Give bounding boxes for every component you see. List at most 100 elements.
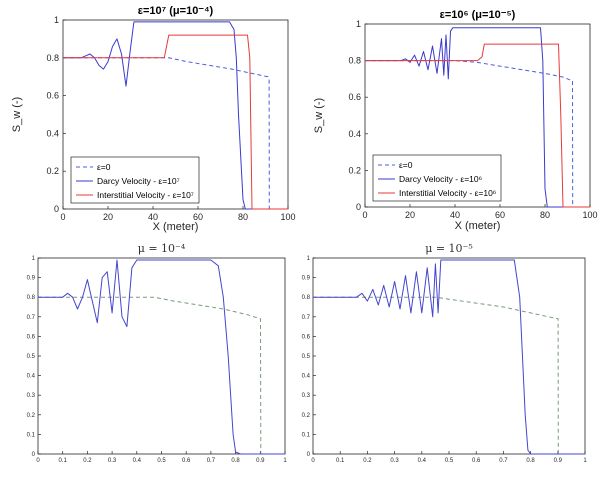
series-line-1 bbox=[313, 259, 585, 455]
x-tick-label: 40 bbox=[148, 212, 158, 222]
y-tick-label: 0 bbox=[307, 452, 311, 458]
y-tick-label: 0 bbox=[54, 204, 59, 214]
y-tick-label: 0.2 bbox=[302, 413, 311, 419]
series-line-0 bbox=[38, 296, 262, 455]
y-tick-label: 0.8 bbox=[302, 295, 311, 301]
y-tick-label: 0.4 bbox=[302, 374, 311, 380]
y-tick-label: 0.3 bbox=[27, 393, 36, 399]
x-tick-label: 100 bbox=[582, 210, 597, 220]
x-tick-label: 20 bbox=[405, 210, 415, 220]
y-tick-label: 0.1 bbox=[302, 432, 311, 438]
y-tick-label: 0 bbox=[356, 202, 361, 212]
y-tick-label: 0.6 bbox=[348, 92, 361, 102]
x-tick-label: 0.5 bbox=[157, 458, 166, 464]
x-tick-label: 0.9 bbox=[554, 458, 563, 464]
x-tick-label: 60 bbox=[495, 210, 505, 220]
plot-frame bbox=[37, 257, 286, 455]
chart-p3: 0 0.1 0.2 0.3 0.4 0.5 0.6 0.7 0.8 0.9 1 0 0.1 0.2 0.3 0… bbox=[27, 242, 288, 464]
legend-entry: ε=0 bbox=[399, 160, 413, 170]
legend-entry: Interstitial Velocity - ε=10⁷ bbox=[97, 190, 194, 200]
y-tick-label: 1 bbox=[32, 256, 36, 262]
x-tick-label: 100 bbox=[280, 212, 295, 222]
x-tick-label: 0.6 bbox=[182, 458, 191, 464]
x-tick-label: 0 bbox=[362, 210, 367, 220]
series-line-1 bbox=[365, 27, 590, 208]
y-tick-label: 0.6 bbox=[302, 334, 311, 340]
y-tick-label: 0.6 bbox=[46, 91, 59, 101]
series-line-2 bbox=[63, 34, 288, 210]
y-axis-label: S_w (-) bbox=[11, 97, 23, 132]
y-tick-label: 0.4 bbox=[46, 128, 59, 138]
y-tick-label: 1 bbox=[356, 19, 361, 29]
series-line-0 bbox=[313, 296, 559, 455]
y-axis-label: S_w (-) bbox=[313, 98, 325, 133]
y-tick-label: 0.9 bbox=[302, 276, 311, 282]
chart-title: μ = 10⁻⁵ bbox=[425, 242, 473, 255]
x-tick-label: 0.6 bbox=[472, 458, 481, 464]
x-tick-label: 0.8 bbox=[231, 458, 240, 464]
chart-p4: 0 0.1 0.2 0.3 0.4 0.5 0.6 0.7 0.8 0.9 1 0 0.1 0.2 0.3 0… bbox=[302, 242, 588, 464]
series-line-0 bbox=[63, 57, 270, 210]
x-tick-label: 0.7 bbox=[499, 458, 508, 464]
y-tick-label: 0.4 bbox=[27, 374, 36, 380]
legend: ε=0 Darcy Velocity - ε=10⁷ Interstitial Ve… bbox=[70, 156, 200, 204]
y-tick-label: 0.8 bbox=[348, 56, 361, 66]
x-tick-label: 0 bbox=[60, 212, 65, 222]
y-tick-label: 0 bbox=[32, 452, 36, 458]
x-tick-label: 0.5 bbox=[445, 458, 454, 464]
x-tick-label: 80 bbox=[540, 210, 550, 220]
chart-title: ε=10⁶ (μ=10⁻⁵) bbox=[440, 9, 516, 21]
x-tick-label: 0.3 bbox=[390, 458, 399, 464]
y-tick-label: 0.1 bbox=[27, 432, 36, 438]
chart-title: ε=10⁷ (μ=10⁻⁴) bbox=[138, 5, 214, 17]
legend-entry: ε=0 bbox=[97, 162, 111, 172]
series-line-1 bbox=[63, 21, 288, 210]
x-tick-label: 0.7 bbox=[207, 458, 216, 464]
x-tick-label: 20 bbox=[103, 212, 113, 222]
y-tick-label: 0.8 bbox=[46, 53, 59, 63]
chart-p1: 0 20 40 60 80 100 0 0.2 0.4 0.6 0.8 1 ε=10⁷ (μ=10⁻⁴)… bbox=[11, 5, 296, 233]
y-tick-label: 0.3 bbox=[302, 393, 311, 399]
y-tick-label: 0.2 bbox=[46, 166, 59, 176]
x-tick-label: 0.1 bbox=[336, 458, 345, 464]
y-tick-label: 0.4 bbox=[348, 129, 361, 139]
x-tick-label: 0 bbox=[311, 458, 315, 464]
plot-frame bbox=[312, 257, 586, 455]
x-tick-label: 40 bbox=[450, 210, 460, 220]
x-tick-label: 1 bbox=[283, 458, 287, 464]
y-tick-label: 0.5 bbox=[27, 354, 36, 360]
x-tick-label: 0.1 bbox=[59, 458, 68, 464]
y-tick-label: 0.6 bbox=[27, 334, 36, 340]
series-line-2 bbox=[365, 43, 590, 208]
y-tick-label: 1 bbox=[54, 15, 59, 25]
x-tick-label: 60 bbox=[193, 212, 203, 222]
y-tick-label: 1 bbox=[307, 256, 311, 262]
legend: ε=0 Darcy Velocity - ε=10⁶ Interstitial Ve… bbox=[372, 154, 502, 202]
x-tick-label: 80 bbox=[238, 212, 248, 222]
x-tick-label: 0.4 bbox=[133, 458, 142, 464]
y-tick-label: 0.8 bbox=[27, 295, 36, 301]
legend-entry: Interstitial Velocity - ε=10⁶ bbox=[399, 188, 496, 198]
y-tick-label: 0.2 bbox=[348, 165, 361, 175]
x-tick-label: 1 bbox=[583, 458, 587, 464]
x-tick-label: 0.4 bbox=[418, 458, 427, 464]
x-tick-label: 0.2 bbox=[83, 458, 92, 464]
y-tick-label: 0.7 bbox=[27, 315, 36, 321]
legend-entry: Darcy Velocity - ε=10⁶ bbox=[399, 174, 482, 184]
y-tick-label: 0.2 bbox=[27, 413, 36, 419]
chart-title: μ = 10⁻⁴ bbox=[138, 242, 186, 255]
x-axis-label: X (meter) bbox=[153, 221, 199, 233]
x-tick-label: 0.3 bbox=[108, 458, 117, 464]
y-tick-label: 0.5 bbox=[302, 354, 311, 360]
x-tick-label: 0 bbox=[36, 458, 40, 464]
x-tick-label: 0.9 bbox=[256, 458, 265, 464]
y-tick-label: 0.9 bbox=[27, 276, 36, 282]
y-tick-label: 0.7 bbox=[302, 315, 311, 321]
x-tick-label: 0.2 bbox=[363, 458, 372, 464]
series-line-1 bbox=[38, 259, 285, 455]
x-axis-label: X (meter) bbox=[455, 220, 501, 232]
x-tick-label: 0.8 bbox=[526, 458, 535, 464]
chart-p2: 0 20 40 60 80 100 0 0.2 0.4 0.6 0.8 1 ε=10⁶ (μ=10⁻⁵)… bbox=[313, 9, 598, 232]
legend-entry: Darcy Velocity - ε=10⁷ bbox=[97, 176, 180, 186]
